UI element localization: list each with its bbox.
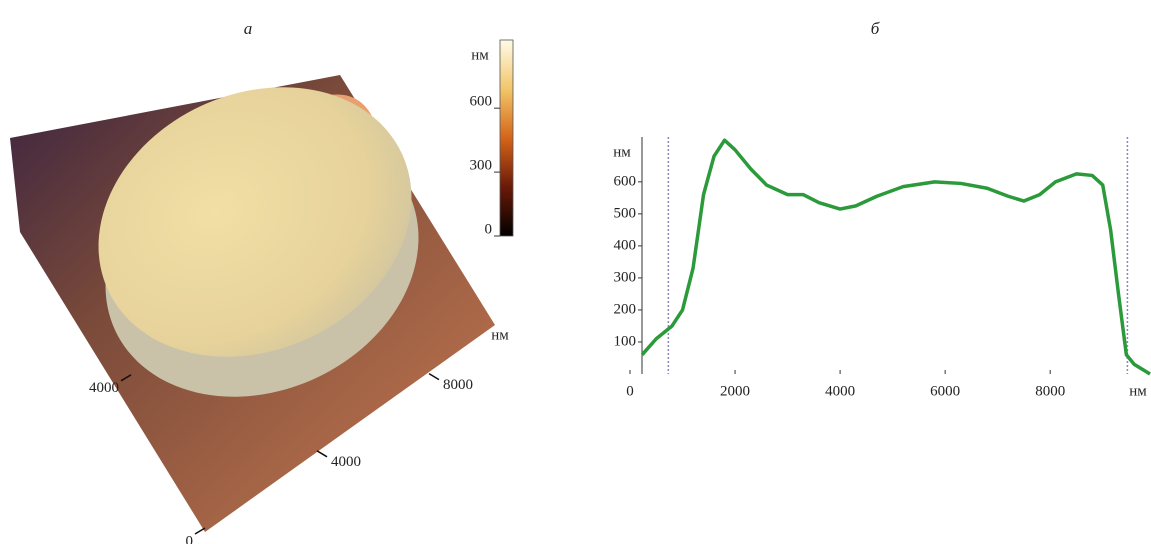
panel-title: а bbox=[244, 19, 253, 38]
data-line bbox=[640, 138, 1151, 376]
y-tick-label: 200 bbox=[614, 301, 637, 317]
x-tick-label: 2000 bbox=[720, 383, 750, 399]
x-tick-label: 4000 bbox=[331, 454, 361, 470]
colorbar-tick-label: 0 bbox=[485, 221, 493, 237]
colorbar-label: нм bbox=[471, 47, 489, 63]
colorbar-tick-label: 300 bbox=[470, 158, 493, 174]
x-tick-label: 6000 bbox=[930, 383, 960, 399]
afm-image bbox=[10, 75, 495, 532]
x-axis-label: нм bbox=[491, 327, 509, 343]
y-tick-label: 400 bbox=[614, 237, 637, 253]
disk-top bbox=[98, 87, 412, 357]
y-tick bbox=[120, 374, 132, 382]
y-tick bbox=[194, 527, 206, 535]
x-axis-label: нм bbox=[1129, 383, 1147, 399]
x-tick-label: 0 bbox=[626, 383, 634, 399]
x-tick-label: 4000 bbox=[825, 383, 855, 399]
x-tick bbox=[428, 372, 440, 381]
y-tick-label: 100 bbox=[614, 333, 637, 349]
y-tick-label: 500 bbox=[614, 205, 637, 221]
y-tick-label: 300 bbox=[614, 269, 637, 285]
y-tick-label: 600 bbox=[614, 173, 637, 189]
x-tick-label: 8000 bbox=[443, 377, 473, 393]
y-tick-label: 4000 bbox=[89, 380, 119, 396]
y-tick-label: 0 bbox=[186, 533, 194, 544]
colorbar bbox=[499, 39, 514, 237]
x-tick-label: 8000 bbox=[1035, 383, 1065, 399]
x-tick bbox=[316, 450, 328, 458]
panel-title: б bbox=[871, 19, 880, 38]
y-axis-label: нм bbox=[613, 144, 631, 160]
colorbar-tick-label: 600 bbox=[470, 94, 493, 110]
